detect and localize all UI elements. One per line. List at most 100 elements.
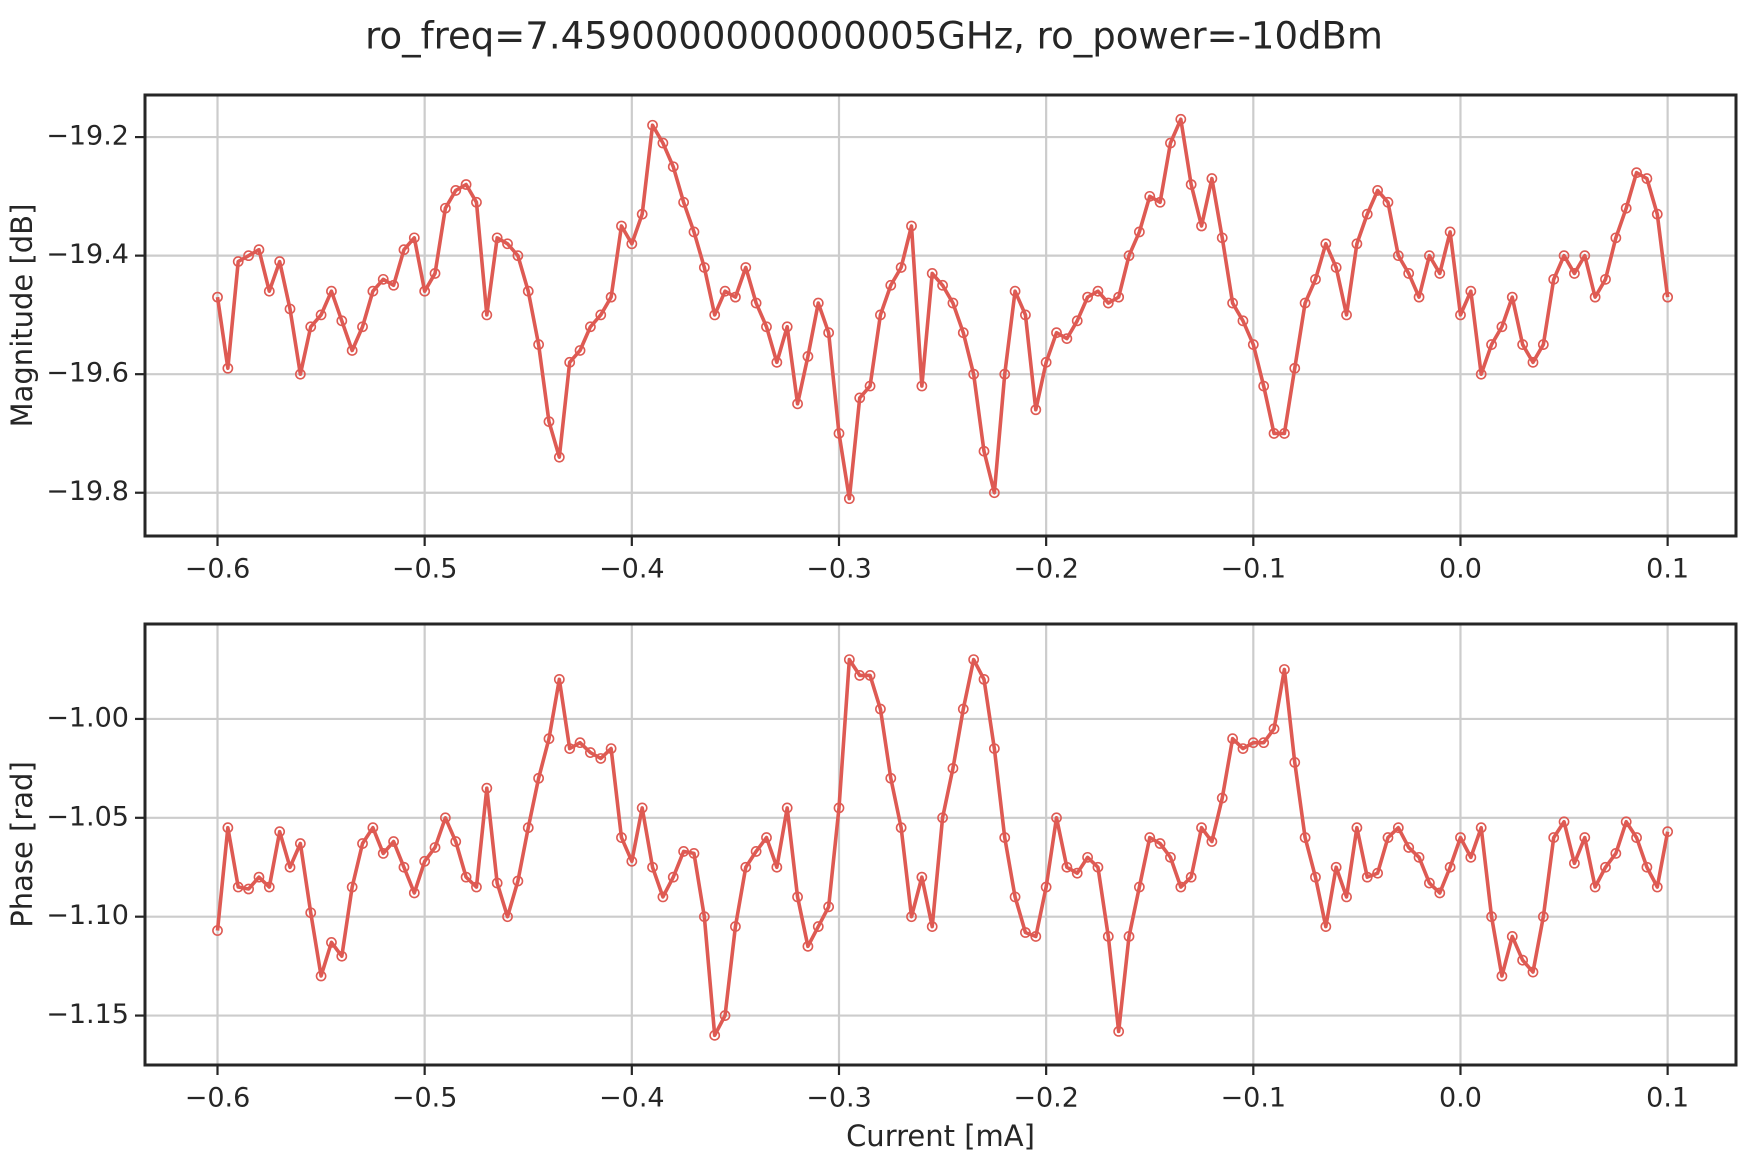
- data-point: [875, 309, 886, 321]
- data-point: [1154, 196, 1166, 208]
- x-tick-label: −0.3: [806, 554, 872, 585]
- data-point: [357, 321, 368, 333]
- data-point: [1424, 250, 1435, 262]
- data-point: [1123, 931, 1135, 942]
- data-point: [1382, 196, 1394, 208]
- data-point: [947, 297, 959, 309]
- data-point: [595, 753, 607, 764]
- data-point: [1506, 931, 1518, 942]
- data-point: [1289, 757, 1301, 768]
- data-point: [1455, 309, 1466, 321]
- data-point: [377, 273, 389, 285]
- data-point: [367, 822, 379, 834]
- data-point: [315, 309, 327, 321]
- data-point: [315, 970, 327, 982]
- data-point: [450, 185, 462, 196]
- data-point: [1537, 339, 1549, 350]
- data-point: [1165, 851, 1176, 863]
- data-point: [1092, 861, 1104, 873]
- data-point: [1569, 268, 1580, 279]
- data-point: [978, 673, 990, 685]
- data-point: [1071, 867, 1083, 879]
- data-point: [419, 285, 431, 297]
- data-point: [1486, 339, 1497, 350]
- data-point: [895, 262, 907, 273]
- data-point: [1185, 871, 1197, 883]
- data-point: [1651, 208, 1663, 220]
- data-point: [698, 262, 710, 273]
- data-point: [1144, 190, 1156, 202]
- data-point: [1403, 268, 1415, 279]
- data-point: [1351, 822, 1363, 834]
- data-point: [999, 832, 1011, 843]
- data-point: [719, 1010, 731, 1021]
- data-point: [1361, 208, 1373, 220]
- data-point: [781, 802, 793, 814]
- data-point: [1310, 871, 1321, 883]
- data-point: [1527, 356, 1539, 368]
- data-point: [408, 232, 420, 244]
- data-point: [595, 309, 607, 321]
- data-point: [1040, 356, 1052, 368]
- data-point: [584, 321, 596, 333]
- data-point: [1320, 238, 1332, 250]
- data-point: [1579, 832, 1591, 843]
- data-point: [1237, 315, 1249, 327]
- data-point: [1216, 232, 1228, 244]
- data-point: [408, 887, 420, 899]
- data-point: [377, 847, 389, 859]
- data-point: [1496, 970, 1508, 982]
- x-tick-label: −0.6: [185, 1083, 251, 1114]
- data-point: [999, 368, 1011, 380]
- data-point: [1382, 832, 1394, 843]
- data-point: [988, 487, 1000, 499]
- data-point: [326, 936, 337, 948]
- y-tick-label: −1.10: [46, 900, 129, 931]
- data-point: [636, 208, 648, 220]
- data-point: [1475, 368, 1487, 380]
- x-tick-label: −0.2: [1013, 1083, 1079, 1114]
- data-point: [512, 875, 524, 887]
- data-point: [957, 327, 969, 339]
- data-point: [833, 428, 845, 439]
- data-point: [1341, 891, 1352, 903]
- data-point: [1061, 333, 1073, 345]
- data-point: [1351, 238, 1363, 250]
- data-point: [553, 451, 565, 463]
- data-point: [222, 362, 234, 374]
- data-point: [802, 350, 814, 362]
- data-point: [843, 493, 855, 505]
- data-point: [698, 911, 710, 923]
- data-point: [481, 309, 493, 321]
- x-tick-label: −0.1: [1221, 1083, 1287, 1114]
- data-point: [429, 842, 441, 853]
- data-point: [564, 743, 576, 754]
- data-point: [232, 256, 244, 267]
- data-point: [1527, 966, 1539, 978]
- data-point: [1133, 226, 1145, 238]
- data-point: [1175, 881, 1187, 893]
- data-point: [988, 743, 1000, 754]
- data-point: [502, 238, 513, 250]
- data-point: [1165, 137, 1176, 149]
- data-point: [906, 220, 917, 232]
- data-point: [222, 822, 234, 834]
- data-point: [1196, 220, 1207, 232]
- y-tick-label: −1.00: [46, 702, 129, 733]
- data-point: [398, 244, 410, 256]
- data-point: [1216, 792, 1228, 804]
- data-point: [1082, 291, 1093, 303]
- x-tick-label: 0.0: [1439, 554, 1482, 585]
- data-point: [522, 822, 534, 834]
- data-point: [1620, 816, 1632, 828]
- data-point: [1392, 250, 1404, 262]
- data-point: [1548, 273, 1560, 285]
- data-point: [1268, 723, 1280, 735]
- data-point: [1424, 877, 1435, 889]
- y-tick-label: −19.6: [46, 358, 129, 389]
- data-point: [1403, 842, 1415, 853]
- data-point: [947, 762, 959, 774]
- data-point: [1537, 911, 1549, 923]
- data-point: [1020, 927, 1031, 938]
